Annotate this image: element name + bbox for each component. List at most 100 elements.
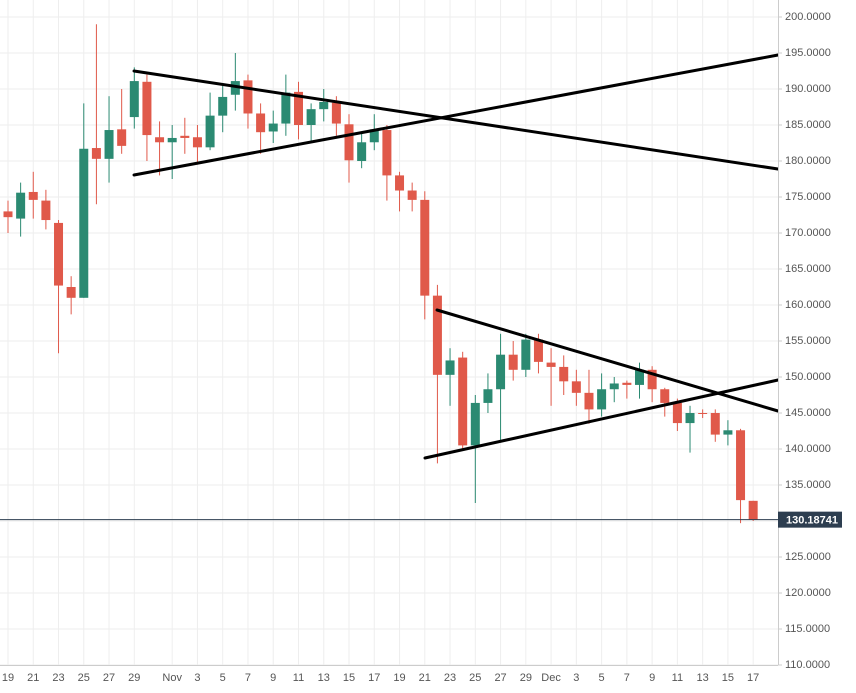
x-tick-label: 21 bbox=[27, 672, 39, 684]
x-tick-label: 5 bbox=[599, 672, 605, 684]
x-tick-label: 5 bbox=[220, 672, 226, 684]
candle-body bbox=[395, 175, 405, 191]
last-price-label: 130.18741 bbox=[786, 515, 838, 527]
candle-body bbox=[357, 142, 367, 161]
trend-line bbox=[132, 69, 780, 171]
x-tick-label: 25 bbox=[469, 672, 481, 684]
candle-body bbox=[344, 124, 354, 161]
candle-body bbox=[420, 199, 430, 296]
x-tick-label: 13 bbox=[697, 672, 709, 684]
x-tick-label: Dec bbox=[541, 672, 561, 684]
candle-body bbox=[180, 135, 190, 138]
candle-body bbox=[28, 191, 38, 200]
candle-body bbox=[622, 382, 632, 385]
candle-body bbox=[546, 362, 556, 367]
x-tick-label: 13 bbox=[318, 672, 330, 684]
candle-body bbox=[205, 115, 215, 148]
y-tick-label: 190.0000 bbox=[785, 83, 831, 95]
y-tick-label: 110.0000 bbox=[785, 659, 830, 671]
x-tick-label: 27 bbox=[494, 672, 506, 684]
candle-body bbox=[54, 222, 64, 286]
x-tick-label: 25 bbox=[78, 672, 90, 684]
candle-body bbox=[16, 192, 26, 219]
x-tick-label: 3 bbox=[573, 672, 579, 684]
trend-line bbox=[435, 308, 780, 413]
candles bbox=[0, 24, 778, 524]
candle-body bbox=[218, 96, 228, 116]
x-tick-label: 7 bbox=[245, 672, 251, 684]
candle-body bbox=[256, 113, 266, 133]
candle-body bbox=[104, 130, 114, 159]
x-tick-label: 23 bbox=[52, 672, 64, 684]
axis-panel bbox=[778, 0, 856, 693]
candle-body bbox=[79, 148, 89, 298]
candle-body bbox=[306, 109, 316, 125]
candle-body bbox=[685, 413, 695, 424]
x-tick-label: 7 bbox=[624, 672, 630, 684]
candle-body bbox=[521, 339, 531, 370]
y-tick-label: 155.0000 bbox=[785, 335, 831, 347]
x-tick-label: 29 bbox=[128, 672, 140, 684]
y-tick-label: 165.0000 bbox=[785, 263, 831, 275]
candle-body bbox=[597, 389, 607, 410]
candle-body bbox=[167, 137, 177, 143]
candle-body bbox=[609, 383, 619, 390]
candle-body bbox=[559, 366, 569, 382]
candle-body bbox=[369, 129, 379, 143]
y-tick-label: 150.0000 bbox=[785, 371, 831, 383]
candle-body bbox=[407, 190, 417, 200]
y-tick-label: 120.0000 bbox=[785, 587, 831, 599]
x-tick-label: 21 bbox=[419, 672, 431, 684]
candle-body bbox=[660, 389, 670, 403]
candle-body bbox=[281, 92, 291, 124]
candle-body bbox=[533, 339, 543, 362]
y-tick-label: 180.0000 bbox=[785, 155, 831, 167]
y-tick-label: 170.0000 bbox=[785, 227, 831, 239]
candle-body bbox=[470, 402, 480, 446]
x-tick-label: 9 bbox=[649, 672, 655, 684]
x-tick-label: 9 bbox=[270, 672, 276, 684]
y-tick-label: 160.0000 bbox=[785, 299, 831, 311]
x-tick-label: 11 bbox=[293, 672, 304, 684]
y-tick-label: 115.0000 bbox=[785, 623, 830, 635]
x-tick-label: 23 bbox=[444, 672, 456, 684]
candle-body bbox=[736, 430, 746, 501]
y-tick-label: 125.0000 bbox=[785, 551, 831, 563]
candle-body bbox=[243, 80, 253, 114]
candle-body bbox=[129, 81, 139, 118]
candle-body bbox=[155, 137, 165, 143]
candle-body bbox=[268, 123, 278, 132]
candle-body bbox=[319, 101, 329, 110]
candle-body bbox=[483, 389, 493, 403]
x-tick-label: 27 bbox=[103, 672, 115, 684]
candle-body bbox=[748, 500, 758, 520]
candle-body bbox=[647, 369, 657, 390]
x-tick-label: 15 bbox=[343, 672, 355, 684]
x-tick-label: 11 bbox=[672, 672, 683, 684]
y-tick-label: 175.0000 bbox=[785, 191, 831, 203]
candle-body bbox=[723, 430, 733, 435]
candle-body bbox=[698, 413, 708, 414]
grid bbox=[0, 0, 778, 666]
candle-body bbox=[293, 91, 303, 125]
axes: 110.0000115.0000120.0000125.0000130.0000… bbox=[2, 11, 842, 684]
candle-body bbox=[458, 357, 468, 446]
x-tick-label: 19 bbox=[393, 672, 405, 684]
y-tick-label: 195.0000 bbox=[785, 47, 831, 59]
candle-body bbox=[117, 129, 127, 146]
candle-body bbox=[66, 287, 76, 298]
trend-line bbox=[132, 53, 780, 177]
x-tick-label: 19 bbox=[2, 672, 14, 684]
candle-body bbox=[382, 130, 392, 176]
candle-body bbox=[635, 369, 644, 385]
y-tick-label: 185.0000 bbox=[785, 119, 831, 131]
candle-body bbox=[710, 413, 720, 435]
candle-body bbox=[192, 137, 202, 148]
x-tick-label: 17 bbox=[747, 672, 759, 684]
candle-body bbox=[584, 392, 594, 410]
candle-body bbox=[331, 102, 341, 124]
candle-body bbox=[508, 354, 518, 370]
candle-body bbox=[3, 211, 13, 218]
candle-body bbox=[432, 295, 442, 375]
